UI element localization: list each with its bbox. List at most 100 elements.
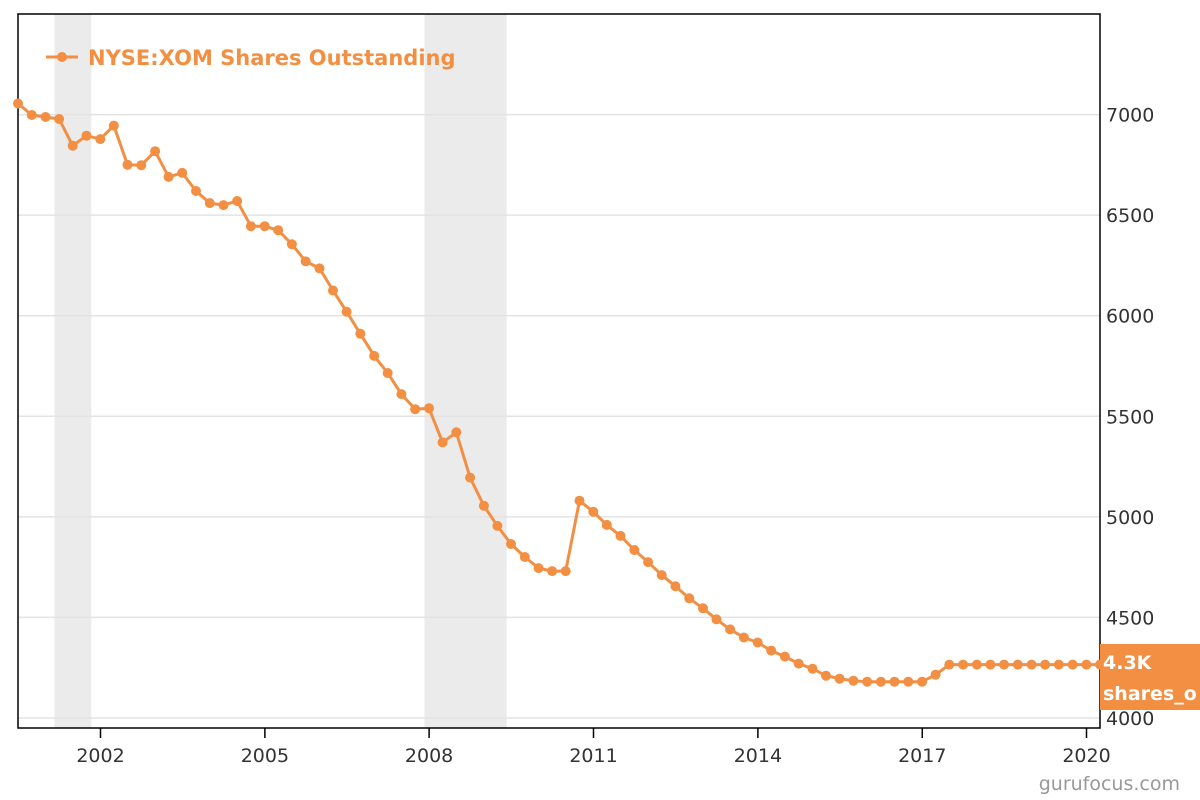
data-point[interactable]: [752, 637, 763, 648]
data-point[interactable]: [793, 658, 804, 669]
x-tick-label-2008: 2008: [405, 745, 453, 767]
data-point[interactable]: [821, 670, 831, 681]
data-point[interactable]: [711, 614, 722, 625]
data-point[interactable]: [1026, 659, 1037, 670]
data-point[interactable]: [656, 570, 667, 581]
last-value-flag-box: [1100, 644, 1200, 710]
recession-bands: [54, 14, 507, 728]
data-point[interactable]: [191, 186, 201, 196]
data-point[interactable]: [971, 659, 982, 670]
data-point[interactable]: [108, 120, 119, 131]
data-point[interactable]: [560, 566, 571, 577]
data-point[interactable]: [369, 350, 380, 361]
x-tick-label-2002: 2002: [76, 745, 124, 767]
data-point[interactable]: [451, 427, 462, 438]
data-point[interactable]: [218, 200, 229, 211]
data-point[interactable]: [382, 368, 393, 378]
x-tick-label-2020: 2020: [1062, 745, 1110, 767]
data-point[interactable]: [862, 676, 873, 687]
legend-marker-icon: [57, 52, 67, 62]
data-point[interactable]: [163, 171, 174, 182]
data-point[interactable]: [807, 663, 818, 674]
y-axis: 4000 4500 5000 5500 6000 6500 7000: [1106, 105, 1154, 730]
data-point[interactable]: [273, 225, 284, 236]
data-point[interactable]: [889, 676, 900, 687]
data-point[interactable]: [492, 520, 503, 531]
data-point[interactable]: [725, 624, 736, 635]
data-point[interactable]: [519, 552, 530, 562]
legend[interactable]: NYSE:XOM Shares Outstanding: [46, 46, 456, 70]
data-point[interactable]: [13, 98, 23, 109]
data-point[interactable]: [204, 198, 215, 209]
y-gridlines: [18, 113, 1100, 719]
data-point[interactable]: [437, 437, 448, 448]
data-point[interactable]: [779, 651, 790, 662]
data-point[interactable]: [1012, 659, 1023, 670]
data-point[interactable]: [300, 256, 311, 267]
y-tick-label-5000: 5000: [1106, 507, 1154, 529]
data-point[interactable]: [944, 659, 955, 670]
data-point[interactable]: [917, 676, 928, 687]
data-point[interactable]: [999, 659, 1009, 670]
y-tick-label-4000: 4000: [1106, 708, 1154, 730]
y-tick-label-6500: 6500: [1106, 205, 1154, 227]
data-point[interactable]: [1081, 659, 1092, 670]
y-tick-label-7000: 7000: [1106, 105, 1154, 127]
data-point[interactable]: [136, 160, 147, 171]
plot-border: [17, 13, 1101, 729]
data-point[interactable]: [670, 581, 681, 592]
data-point[interactable]: [834, 673, 845, 684]
data-point[interactable]: [547, 566, 558, 577]
data-point[interactable]: [67, 140, 78, 151]
data-point[interactable]: [533, 563, 544, 574]
data-point[interactable]: [958, 659, 969, 670]
data-point[interactable]: [26, 110, 37, 120]
data-point[interactable]: [40, 112, 51, 122]
data-point[interactable]: [985, 659, 996, 670]
data-point[interactable]: [738, 632, 749, 643]
last-value-flag-value: 4.3K: [1103, 652, 1153, 674]
data-point[interactable]: [150, 146, 161, 157]
data-point[interactable]: [903, 676, 914, 687]
data-point[interactable]: [341, 306, 352, 317]
data-point[interactable]: [601, 519, 612, 530]
recession-band-2: [424, 14, 507, 728]
data-point[interactable]: [684, 593, 695, 604]
data-point[interactable]: [1040, 659, 1051, 670]
data-point[interactable]: [314, 263, 325, 274]
data-point[interactable]: [328, 285, 338, 296]
data-point[interactable]: [1053, 659, 1064, 670]
data-point[interactable]: [766, 645, 777, 656]
data-point[interactable]: [629, 545, 640, 555]
data-point[interactable]: [81, 130, 92, 141]
data-point[interactable]: [875, 676, 886, 687]
data-point[interactable]: [615, 530, 626, 541]
data-point[interactable]: [848, 675, 859, 686]
data-point[interactable]: [465, 472, 476, 483]
data-point[interactable]: [424, 403, 434, 414]
data-point[interactable]: [355, 328, 366, 339]
data-point[interactable]: [506, 539, 516, 549]
data-point[interactable]: [643, 557, 654, 568]
data-point[interactable]: [478, 500, 489, 511]
data-point[interactable]: [698, 603, 708, 614]
data-point[interactable]: [232, 196, 243, 206]
data-point[interactable]: [410, 404, 421, 415]
y-tick-label-5500: 5500: [1106, 406, 1154, 428]
data-point[interactable]: [122, 159, 133, 170]
data-point[interactable]: [54, 114, 65, 124]
last-value-flag: 4.3K shares_o: [1100, 644, 1200, 710]
data-point[interactable]: [95, 134, 106, 145]
x-tick-label-2017: 2017: [898, 745, 946, 767]
data-point[interactable]: [259, 221, 270, 232]
data-point[interactable]: [245, 221, 256, 232]
data-point[interactable]: [177, 167, 188, 178]
x-tick-label-2005: 2005: [241, 745, 289, 767]
data-point[interactable]: [588, 506, 599, 517]
data-point[interactable]: [930, 669, 941, 680]
data-point[interactable]: [1067, 659, 1078, 670]
data-point[interactable]: [574, 495, 585, 506]
data-point[interactable]: [396, 389, 407, 400]
data-point[interactable]: [286, 239, 297, 250]
